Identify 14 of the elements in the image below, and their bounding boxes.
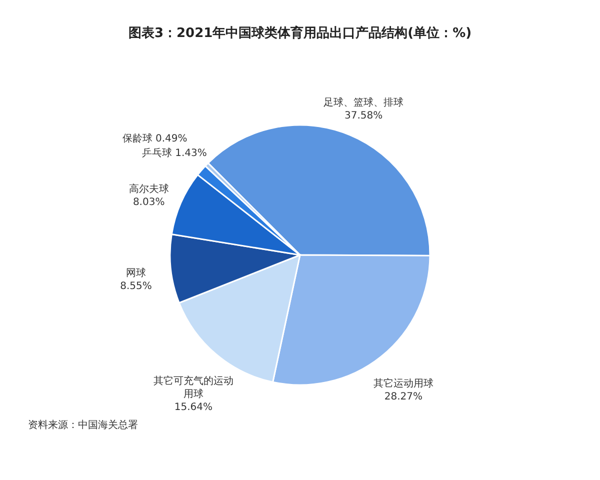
slice-label: 足球、篮球、排球 <box>324 96 404 109</box>
chart-title: 图表3：2021年中国球类体育用品出口产品结构(单位：%) <box>128 25 472 41</box>
data-label: 15.64% <box>174 402 212 413</box>
data-label: 8.55% <box>120 280 152 292</box>
slice-label: 保龄球 0.49% <box>122 132 188 145</box>
slice-label: 高尔夫球 <box>128 182 169 195</box>
slice-label: 网球 <box>126 266 146 279</box>
data-label: 28.27% <box>384 392 422 403</box>
slice-label: 乒乓球 1.43% <box>142 147 207 160</box>
slice-label: 其它运动用球 <box>373 378 434 390</box>
data-label: 37.58% <box>344 110 383 122</box>
text: 资料来源：中国海关总署 <box>28 418 138 432</box>
slice-label: 其它可充气的运动用球 <box>153 374 234 400</box>
data-label: 8.03% <box>132 196 165 208</box>
